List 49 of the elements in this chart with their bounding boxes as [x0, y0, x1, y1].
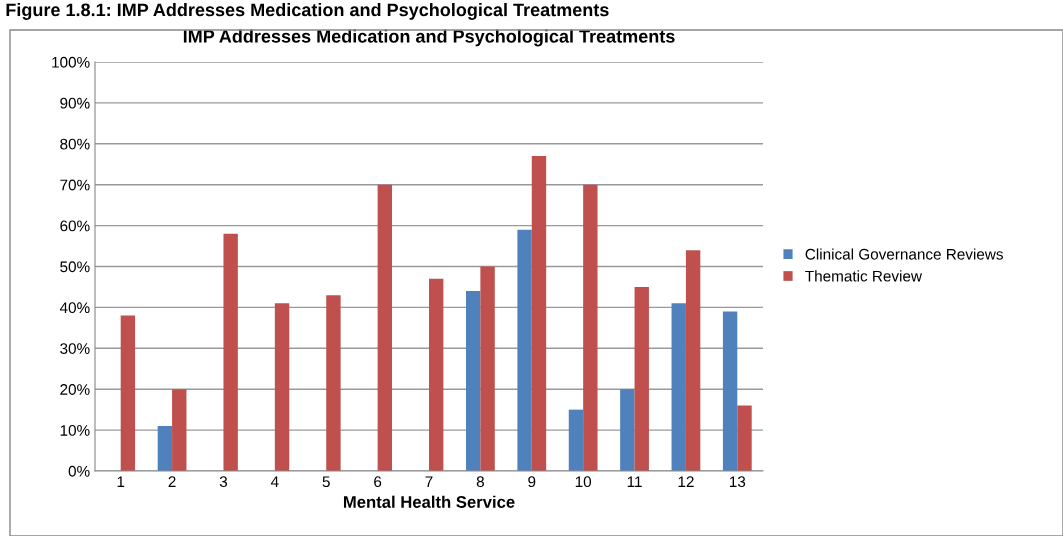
y-tick-label: 60% — [60, 220, 90, 232]
y-tick-label: 20% — [60, 384, 90, 395]
bar — [172, 389, 187, 471]
bar — [223, 233, 238, 471]
bar — [685, 250, 701, 471]
x-tick-label: 8 — [476, 476, 484, 488]
y-tick-label: 30% — [60, 343, 90, 354]
legend-label: Clinical Governance Reviews — [805, 248, 1003, 260]
x-tick-label: 9 — [528, 476, 536, 488]
x-tick-label: 4 — [270, 476, 279, 487]
bar — [429, 278, 444, 471]
x-tick-label: 1 — [117, 476, 125, 487]
y-tick-label: 0% — [68, 465, 90, 477]
bar — [531, 156, 547, 471]
bar — [274, 303, 290, 471]
x-axis-title: Mental Health Service — [343, 495, 515, 508]
x-tick-label: 3 — [219, 476, 228, 488]
bar — [568, 409, 584, 471]
legend-label: Thematic Review — [805, 270, 923, 282]
x-tick-label: 13 — [729, 476, 746, 488]
x-tick-label: 6 — [374, 476, 382, 488]
bar — [120, 315, 136, 471]
bar — [671, 303, 686, 471]
bar — [620, 389, 635, 471]
bar — [722, 311, 738, 471]
bar — [583, 184, 598, 471]
x-tick-label: 2 — [168, 476, 176, 487]
bar — [466, 291, 481, 471]
x-tick-label: 5 — [322, 476, 330, 488]
bar — [326, 295, 341, 471]
y-tick-label: 70% — [60, 179, 90, 191]
x-tick-label: 11 — [627, 476, 642, 487]
y-tick-label: 80% — [60, 138, 90, 150]
bar — [377, 184, 392, 471]
caption: Figure 1.8.1: IMP Addresses Medication and Psychological Treatments — [6, 3, 609, 20]
bar — [634, 286, 649, 471]
y-tick-label: 100% — [52, 56, 90, 68]
bar — [157, 426, 173, 471]
bar — [737, 405, 752, 471]
y-tick-label: 90% — [60, 97, 90, 109]
y-tick-label: 50% — [60, 261, 90, 273]
bar — [517, 229, 532, 471]
y-tick-label: 10% — [60, 424, 90, 436]
x-tick-label: 10 — [575, 476, 592, 488]
chart-title: IMP Addresses Medication and Psychological Treatments — [183, 29, 675, 47]
y-tick-label: 40% — [59, 302, 90, 314]
x-tick-label: 7 — [425, 476, 433, 487]
x-tick-label: 12 — [678, 476, 694, 487]
bar — [480, 266, 495, 471]
